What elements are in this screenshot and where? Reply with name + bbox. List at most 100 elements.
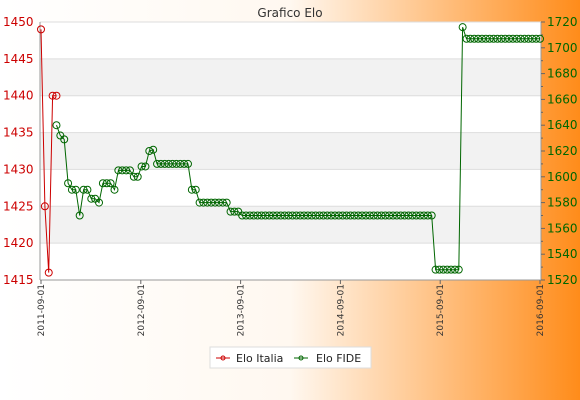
chart-title: Grafico Elo — [257, 6, 322, 20]
data-point — [149, 145, 158, 154]
legend: Elo Italia Elo FIDE — [209, 346, 372, 369]
data-point — [319, 211, 328, 220]
data-point — [79, 185, 88, 194]
data-point — [176, 159, 185, 168]
data-point — [48, 91, 57, 100]
data-point — [199, 198, 208, 207]
data-point — [485, 34, 494, 43]
data-point — [226, 207, 235, 216]
left-tick-label: 1445 — [3, 52, 34, 66]
data-point — [516, 34, 525, 43]
data-point — [203, 198, 212, 207]
data-point — [315, 211, 324, 220]
data-point — [338, 211, 347, 220]
data-point — [60, 135, 69, 144]
left-tick-label: 1415 — [3, 273, 34, 287]
x-axis: 2011-09-01 2012-09-01 2013-09-01 2014-09-01… — [37, 279, 546, 336]
data-point — [296, 211, 305, 220]
data-point — [462, 34, 471, 43]
data-point — [98, 179, 107, 188]
data-point — [102, 179, 111, 188]
data-point — [385, 211, 394, 220]
data-point — [67, 185, 76, 194]
data-point — [156, 159, 165, 168]
x-tick-label: 2012-09-01 — [137, 284, 147, 336]
data-point — [129, 172, 138, 181]
data-point — [458, 23, 467, 32]
data-point — [408, 211, 417, 220]
left-tick-label: 1420 — [3, 236, 34, 250]
data-point — [435, 265, 444, 274]
data-point — [106, 179, 115, 188]
data-point — [419, 211, 428, 220]
right-tick-label: 1720 — [547, 15, 578, 29]
data-point — [423, 211, 432, 220]
legend-marker — [298, 355, 304, 361]
data-point — [311, 211, 320, 220]
right-tick-label: 1600 — [547, 170, 578, 184]
data-point — [505, 34, 514, 43]
data-point — [164, 159, 173, 168]
data-point — [307, 211, 316, 220]
grid-band — [40, 206, 541, 244]
data-point — [153, 159, 162, 168]
data-point — [532, 34, 541, 43]
left-tick-label: 1450 — [3, 15, 34, 29]
data-point — [365, 211, 374, 220]
right-tick-label: 1520 — [547, 273, 578, 287]
right-tick-label: 1700 — [547, 41, 578, 55]
left-axis: 1415 1420 1425 1430 1435 1440 1445 1450 — [3, 15, 41, 287]
data-point — [369, 211, 378, 220]
data-point — [168, 159, 177, 168]
data-point — [44, 268, 53, 277]
left-tick-label: 1425 — [3, 199, 34, 213]
right-tick-label: 1560 — [547, 221, 578, 235]
data-point — [83, 185, 92, 194]
data-point — [269, 211, 278, 220]
data-point — [261, 211, 270, 220]
data-point — [489, 34, 498, 43]
x-tick-label: 2011-09-01 — [37, 284, 47, 336]
data-point — [238, 211, 247, 220]
data-point — [145, 147, 154, 155]
data-point — [133, 172, 142, 181]
x-tick-label: 2015-09-01 — [436, 284, 446, 336]
data-point — [87, 194, 96, 203]
right-tick-label: 1640 — [547, 118, 578, 132]
data-point — [358, 211, 367, 220]
grid-bands — [40, 58, 541, 244]
data-point — [118, 166, 127, 175]
data-point — [37, 25, 45, 34]
data-point — [257, 211, 266, 220]
legend-item: Elo FIDE — [294, 352, 361, 365]
x-tick-label: 2013-09-01 — [237, 284, 247, 336]
series-elo-italia — [37, 25, 61, 277]
data-point — [95, 198, 104, 207]
data-point — [52, 121, 61, 130]
data-point — [211, 198, 220, 207]
data-point — [114, 166, 123, 175]
data-point — [180, 159, 189, 168]
data-point — [249, 211, 258, 220]
data-point — [400, 211, 409, 220]
data-point — [466, 34, 475, 43]
legend-label: Elo Italia — [236, 352, 283, 365]
grid-band — [40, 132, 541, 170]
data-point — [187, 185, 196, 194]
data-point — [361, 211, 370, 220]
data-point — [427, 211, 436, 220]
data-point — [528, 34, 537, 43]
data-point — [276, 211, 285, 220]
gridlines — [40, 21, 541, 281]
series-line — [40, 29, 57, 273]
data-point — [392, 211, 401, 220]
data-point — [431, 265, 440, 274]
data-point — [346, 211, 355, 220]
data-point — [416, 211, 425, 220]
x-tick-label: 2016-09-01 — [536, 284, 546, 336]
legend-label: Elo FIDE — [316, 352, 361, 365]
data-point — [284, 211, 293, 220]
right-tick-label: 1580 — [547, 196, 578, 210]
data-point — [454, 265, 463, 274]
